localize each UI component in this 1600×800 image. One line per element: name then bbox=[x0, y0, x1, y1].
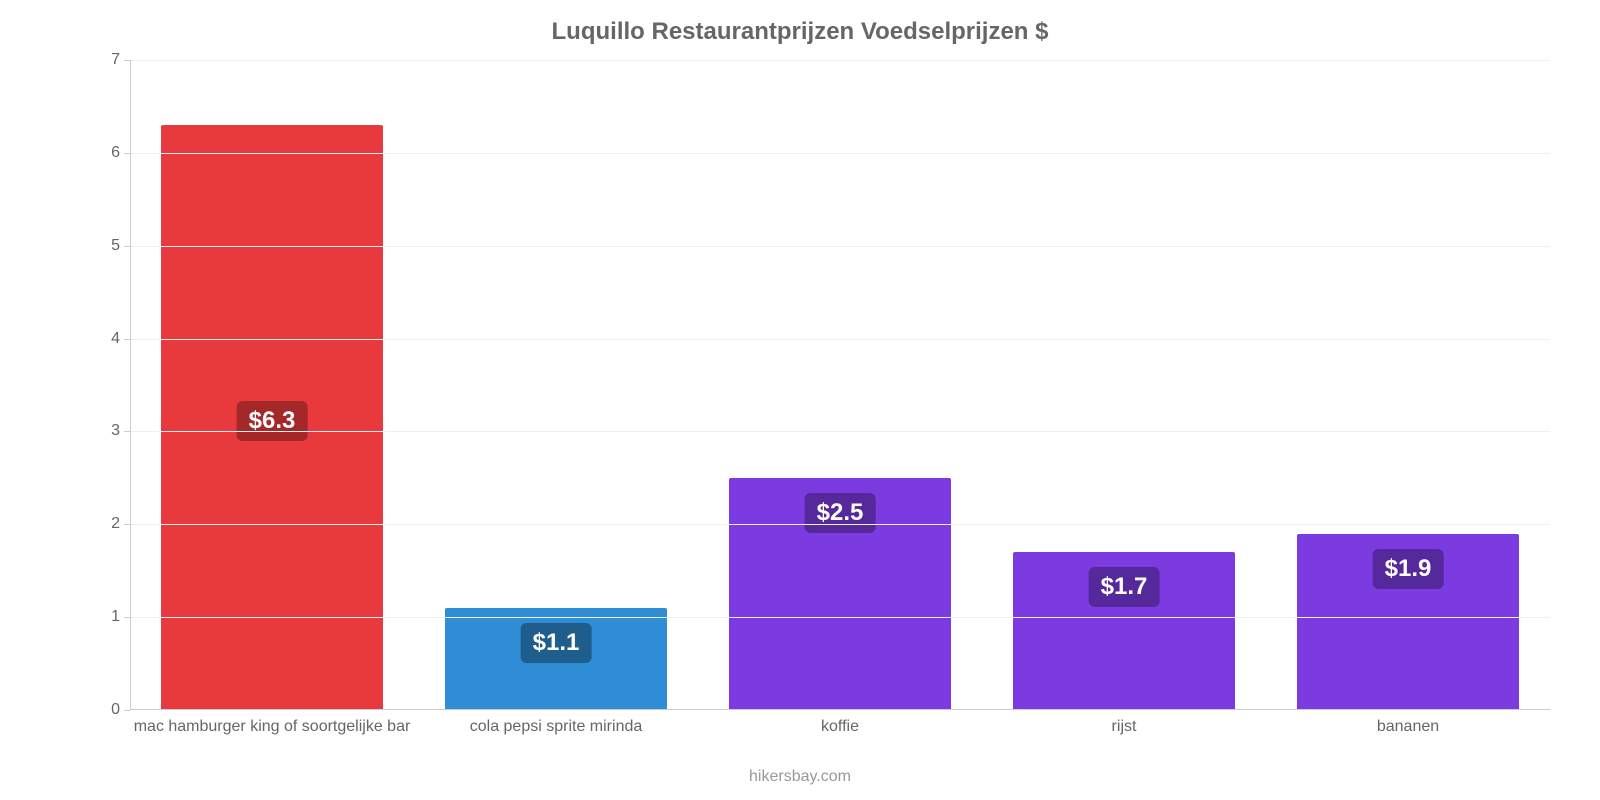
y-tick-label: 6 bbox=[111, 144, 120, 162]
y-tick-label: 3 bbox=[111, 422, 120, 440]
plot-area: $6.3mac hamburger king of soortgelijke b… bbox=[130, 60, 1550, 710]
grid-line bbox=[130, 524, 1550, 525]
bars-layer: $6.3mac hamburger king of soortgelijke b… bbox=[130, 60, 1550, 710]
y-tick-mark bbox=[124, 710, 130, 711]
x-axis bbox=[130, 709, 1550, 710]
grid-line bbox=[130, 153, 1550, 154]
bar-slot: $1.9bananen bbox=[1266, 60, 1550, 710]
y-tick-label: 7 bbox=[111, 51, 120, 69]
y-tick-label: 2 bbox=[111, 515, 120, 533]
value-badge: $1.9 bbox=[1373, 549, 1444, 589]
y-tick-label: 0 bbox=[111, 701, 120, 719]
bar-slot: $6.3mac hamburger king of soortgelijke b… bbox=[130, 60, 414, 710]
grid-line bbox=[130, 617, 1550, 618]
grid-line bbox=[130, 431, 1550, 432]
x-tick-label: mac hamburger king of soortgelijke bar bbox=[134, 718, 411, 736]
y-tick-label: 4 bbox=[111, 330, 120, 348]
bar-slot: $1.1cola pepsi sprite mirinda bbox=[414, 60, 698, 710]
x-tick-label: koffie bbox=[821, 718, 859, 736]
value-badge: $6.3 bbox=[237, 401, 308, 441]
value-badge: $1.7 bbox=[1089, 567, 1160, 607]
value-badge: $1.1 bbox=[521, 623, 592, 663]
x-tick-label: cola pepsi sprite mirinda bbox=[470, 718, 643, 736]
grid-line bbox=[130, 339, 1550, 340]
y-tick-label: 1 bbox=[111, 608, 120, 626]
y-tick-label: 5 bbox=[111, 237, 120, 255]
credit-text: hikersbay.com bbox=[0, 768, 1600, 786]
bar-slot: $2.5koffie bbox=[698, 60, 982, 710]
grid-line bbox=[130, 246, 1550, 247]
x-tick-label: bananen bbox=[1377, 718, 1439, 736]
x-tick-label: rijst bbox=[1112, 718, 1137, 736]
grid-line bbox=[130, 60, 1550, 61]
chart-title: Luquillo Restaurantprijzen Voedselprijze… bbox=[0, 18, 1600, 46]
y-axis bbox=[130, 60, 131, 710]
value-badge: $2.5 bbox=[805, 493, 876, 533]
bar-slot: $1.7rijst bbox=[982, 60, 1266, 710]
